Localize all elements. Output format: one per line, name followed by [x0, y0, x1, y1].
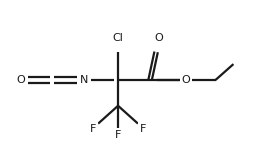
Text: F: F	[90, 124, 96, 134]
Text: Cl: Cl	[113, 33, 123, 43]
Text: F: F	[115, 130, 121, 140]
Text: O: O	[154, 33, 163, 43]
Text: N: N	[80, 75, 88, 85]
Text: F: F	[140, 124, 146, 134]
Text: O: O	[181, 75, 190, 85]
Text: O: O	[16, 75, 25, 85]
